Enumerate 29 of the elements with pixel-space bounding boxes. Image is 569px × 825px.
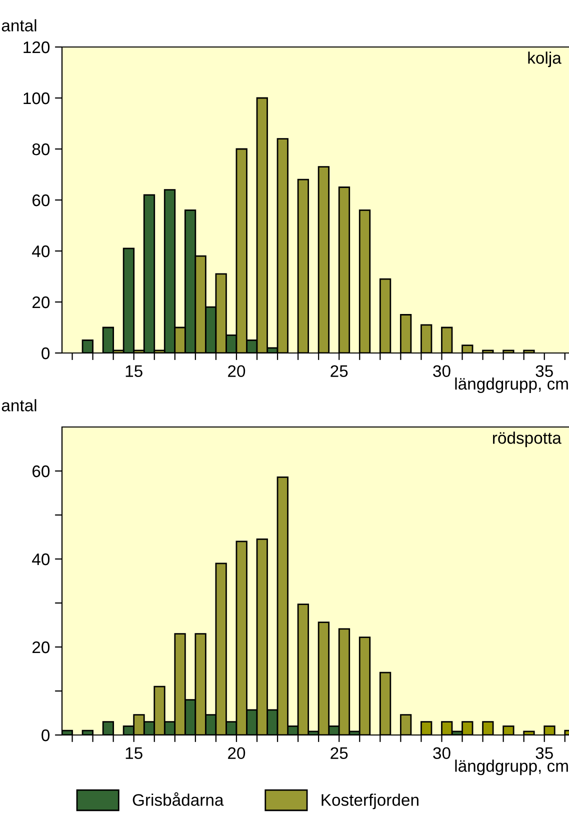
y-axis-title: antal [2, 399, 36, 412]
x-tick-label: 35 [536, 365, 553, 378]
x-axis-title: längdgrupp, cm [455, 760, 568, 776]
x-axis-title: längdgrupp, cm [455, 377, 568, 394]
chart-title: rödspotta [493, 432, 562, 448]
x-tick-label: 15 [126, 365, 142, 378]
y-tick-label: 60 [32, 194, 50, 206]
y-tick-label: 100 [24, 92, 50, 104]
x-tick-label: 25 [330, 747, 348, 760]
chart-title: kolja [528, 52, 562, 68]
x-tick-label: 25 [330, 365, 348, 378]
y-tick-label: 120 [24, 41, 50, 54]
y-tick-label: 0 [42, 729, 50, 742]
x-tick-label: 35 [536, 747, 553, 760]
y-tick-label: 0 [42, 347, 50, 360]
y-tick-label: 40 [32, 245, 50, 258]
x-tick-label: 15 [126, 747, 142, 760]
x-tick-label: 30 [433, 747, 450, 760]
y-tick-label: 80 [32, 143, 50, 156]
x-tick-label: 30 [433, 365, 450, 378]
y-tick-label: 60 [32, 465, 50, 478]
y-axis-title: antal [2, 19, 36, 32]
y-tick-label: 40 [32, 553, 50, 566]
x-tick-label: 20 [228, 747, 246, 760]
y-tick-label: 20 [32, 641, 50, 654]
legend-label: Kosterfjorden [322, 794, 418, 810]
legend-label: Grisbådarna [132, 792, 224, 806]
y-tick-label: 20 [32, 296, 50, 308]
x-tick-label: 20 [228, 365, 246, 378]
